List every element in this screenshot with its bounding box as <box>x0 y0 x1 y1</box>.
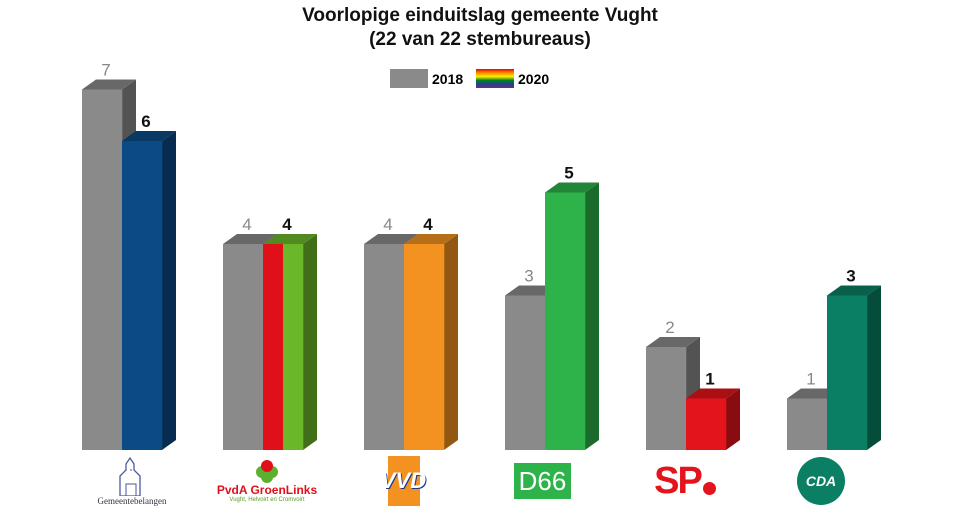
data-label-2018: 4 <box>242 215 251 234</box>
logo-text: PvdA GroenLinks <box>216 483 318 497</box>
bar-2018 <box>646 347 687 450</box>
bar-2018 <box>505 295 546 450</box>
logo-text: CDA <box>797 457 845 505</box>
bar-2020-top <box>827 285 881 296</box>
bar-2020-top <box>263 234 317 244</box>
bar-2020 <box>263 244 284 450</box>
bar-2020 <box>404 244 445 450</box>
legend-label-2018: 2018 <box>432 71 463 87</box>
data-label-2018: 1 <box>806 370 815 389</box>
data-label-2018: 4 <box>383 215 392 234</box>
bar-2018 <box>364 244 405 450</box>
logo-text: Gemeentebelangen <box>97 496 167 506</box>
data-label-2018: 3 <box>524 267 533 286</box>
bar-2020-top <box>122 131 176 141</box>
data-label-2020: 4 <box>282 215 292 234</box>
data-label-2020: 1 <box>705 370 714 389</box>
title: Voorlopige einduitslag gemeente Vught <box>302 5 658 26</box>
bar-2020 <box>686 398 727 450</box>
logo-text: VVD <box>381 456 426 506</box>
bar-2020 <box>122 141 163 450</box>
bar-2020 <box>545 192 586 450</box>
logo-vvd: VVD <box>376 455 431 507</box>
data-label-2020: 4 <box>423 215 433 234</box>
bar-2018-top <box>364 234 418 244</box>
logo-gemeentebelangen: Gemeentebelangen <box>82 455 182 507</box>
bar-2020-top <box>686 388 740 399</box>
bar-2020-side <box>585 182 599 450</box>
data-label-2020: 5 <box>564 164 573 183</box>
bar-2020 <box>827 295 868 450</box>
bar-2020-top <box>545 182 599 193</box>
legend-label-2020: 2020 <box>518 71 549 87</box>
bar-2020-side <box>162 131 176 450</box>
data-label-2018: 7 <box>101 61 110 80</box>
legend-swatch-2018 <box>390 69 428 88</box>
bar-2018-top <box>223 234 277 244</box>
bar-2020-side <box>726 388 740 450</box>
logo-cda: CDA <box>793 455 849 507</box>
logo-subtext: Vught, Helvoirt en Cromvoirt <box>229 497 305 503</box>
data-label-2018: 2 <box>665 318 674 337</box>
bar-2018-top <box>82 79 136 90</box>
bar-2018 <box>82 89 123 450</box>
logo-text: D66 <box>513 463 572 499</box>
bar-2020-side <box>867 285 881 450</box>
bar-2020-side <box>444 234 458 450</box>
tomato-icon <box>702 481 716 495</box>
subtitle: (22 van 22 stembureaus) <box>369 29 591 50</box>
bar-2020-top <box>404 234 458 244</box>
bar-2018 <box>223 244 264 450</box>
logo-d66: D66 <box>505 455 580 507</box>
bar-2018 <box>787 398 828 450</box>
bar-2020 <box>283 244 304 450</box>
data-label-2020: 6 <box>141 112 150 131</box>
bar-2018-top <box>646 337 700 347</box>
logo-text: SP <box>654 459 703 502</box>
bar-2020-side <box>303 234 317 450</box>
logo-pvda-groenlinks: PvdA GroenLinks Vught, Helvoirt en Cromv… <box>212 455 322 507</box>
logo-sp: SP <box>645 455 725 507</box>
data-label-2020: 3 <box>846 267 855 286</box>
legend-swatch-2020 <box>476 69 514 88</box>
chart-title: Voorlopige einduitslag gemeente Vught (2… <box>0 4 960 52</box>
